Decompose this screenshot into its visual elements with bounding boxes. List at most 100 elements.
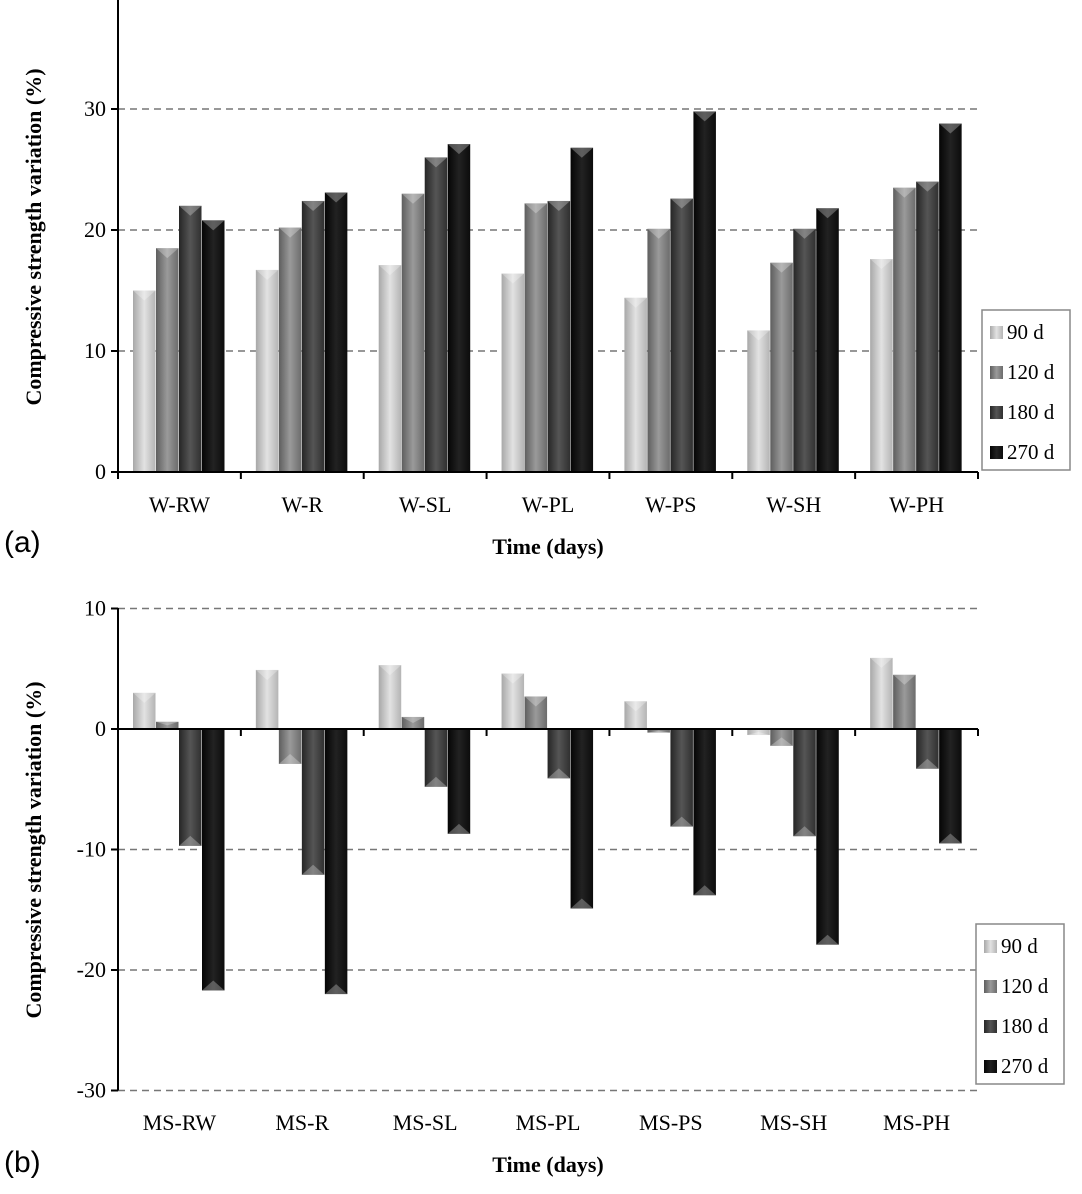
y-tick-label: 30 <box>84 96 106 121</box>
bar-body <box>670 729 693 827</box>
bar-body <box>324 729 348 995</box>
legend-swatch <box>984 940 997 953</box>
bar-cap <box>524 203 548 214</box>
bar-180d-W-RW <box>179 205 202 473</box>
bar-270d-W-PH <box>939 123 962 473</box>
bar-body <box>179 205 202 473</box>
bar-270d-MS-R <box>324 729 348 995</box>
bar-body <box>893 674 916 729</box>
bar-cap <box>770 737 793 746</box>
x-category-label: MS-PL <box>516 1110 581 1135</box>
bar-120d-MS-PL <box>524 696 548 729</box>
bar-120d-W-SH <box>770 262 793 472</box>
bar-120d-MS-R <box>278 729 302 764</box>
bar-cap <box>770 262 793 273</box>
bar-270d-W-RW <box>202 220 225 472</box>
legend-swatch <box>984 1060 997 1073</box>
bar-cap <box>916 181 939 192</box>
bar-body <box>793 228 816 472</box>
bar-cap <box>647 228 670 239</box>
bar-body <box>378 265 402 472</box>
bar-body <box>202 220 225 472</box>
bars-b <box>133 657 962 995</box>
bar-body <box>424 729 448 787</box>
bar-270d-W-PS <box>693 111 716 473</box>
bar-body <box>939 729 962 844</box>
y-tick-label: 10 <box>84 596 106 621</box>
y-tick-labels-a: 0 10 20 30 <box>84 96 106 484</box>
x-category-label: W-RW <box>149 492 210 517</box>
bar-180d-W-R <box>301 200 325 472</box>
bar-body <box>747 330 770 472</box>
bar-body <box>156 721 179 729</box>
legend-item: 120 d <box>990 360 1055 384</box>
bar-cap <box>939 833 962 844</box>
panel-label-b: (b) <box>4 1146 41 1179</box>
legend-swatch <box>990 366 1003 379</box>
bar-cap <box>693 111 716 122</box>
bar-cap <box>524 696 548 707</box>
y-axis-title-b: Compressive strength variation (%) <box>21 681 46 1018</box>
bar-270d-MS-SL <box>447 729 471 834</box>
bar-120d-MS-RW <box>156 721 179 729</box>
bar-cap <box>670 816 693 827</box>
bar-body <box>179 729 202 846</box>
y-tick-label: -10 <box>77 837 106 862</box>
bar-cap <box>747 330 770 341</box>
bar-180d-MS-R <box>301 729 325 875</box>
legend-item: 180 d <box>990 400 1055 424</box>
bar-cap <box>893 674 916 685</box>
bar-cap <box>255 269 279 280</box>
bar-cap <box>816 208 839 219</box>
bar-body <box>447 729 471 834</box>
bar-body <box>893 187 916 472</box>
bar-body <box>378 665 402 729</box>
bar-cap <box>133 290 156 301</box>
bar-90d-MS-R <box>255 669 279 729</box>
bar-body <box>647 228 670 472</box>
bar-180d-W-PH <box>916 181 939 472</box>
legend-swatch <box>984 1020 997 1033</box>
bar-cap <box>501 273 525 284</box>
bar-body <box>916 181 939 472</box>
bar-cap <box>401 193 425 204</box>
y-tick-label: -30 <box>77 1078 106 1103</box>
bar-body <box>693 729 716 896</box>
bar-90d-MS-RW <box>133 692 156 729</box>
bar-cap <box>570 147 594 158</box>
bar-cap <box>156 248 179 259</box>
bar-cap <box>624 701 647 712</box>
y-tick-label: 0 <box>95 716 106 741</box>
x-category-label: W-SL <box>399 492 452 517</box>
bar-120d-W-PL <box>524 203 548 472</box>
bar-cap <box>624 297 647 308</box>
bar-body <box>670 198 693 473</box>
bar-body <box>547 200 571 472</box>
legend-swatch <box>990 446 1003 459</box>
bar-body <box>301 729 325 875</box>
legend-item: 120 d <box>984 974 1049 998</box>
legend-a: 90 d 120 d 180 d 270 d <box>981 309 1071 471</box>
bar-270d-MS-PL <box>570 729 594 909</box>
bar-cap <box>916 758 939 769</box>
bar-body <box>324 192 348 473</box>
bar-cap <box>424 776 448 787</box>
bar-body <box>916 729 939 769</box>
bar-body <box>278 227 302 472</box>
bar-cap <box>870 657 893 668</box>
bar-body <box>770 262 793 472</box>
bar-cap <box>179 205 202 216</box>
bar-270d-W-R <box>324 192 348 473</box>
chart-panel-a: 0 10 20 30 W-RW W-R W-SL W-PL W-PS W-SH W-PH Comp… <box>4 0 1071 559</box>
bar-cap <box>670 198 693 209</box>
x-category-label: MS-PS <box>639 1110 703 1135</box>
bar-120d-MS-SL <box>401 716 425 729</box>
bar-cap <box>447 823 471 834</box>
bar-cap <box>301 864 325 875</box>
bar-body <box>793 729 816 837</box>
bar-90d-W-PH <box>870 259 893 472</box>
bar-270d-W-SH <box>816 208 839 472</box>
bar-cap <box>547 768 571 779</box>
bar-cap <box>179 835 202 846</box>
